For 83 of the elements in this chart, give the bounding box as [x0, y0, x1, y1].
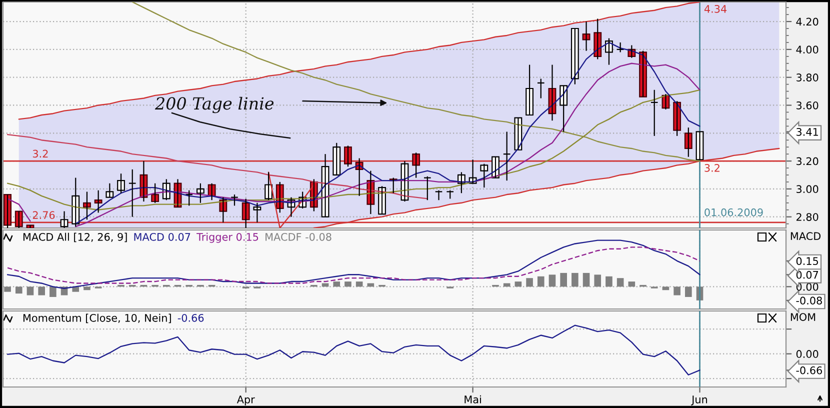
candlestick: [616, 42, 624, 53]
line-series: [6, 324, 700, 376]
bar: [616, 278, 624, 287]
y-tick-label: 0.15: [796, 257, 818, 266]
bar: [15, 286, 22, 294]
line-series: [132, 2, 700, 162]
y-axis-title: MACD: [790, 232, 821, 240]
y-tick-label: 3.20: [796, 157, 818, 166]
line-series: [6, 89, 700, 210]
text: Trigger 0.15: [196, 232, 258, 243]
candlestick: [412, 152, 420, 178]
candlestick: [344, 145, 352, 168]
bar: [594, 274, 602, 287]
y-tick-label: 3.41: [796, 128, 818, 136]
bar: [662, 286, 670, 290]
bar: [322, 283, 329, 287]
bar: [526, 278, 533, 287]
candlestick: [684, 127, 692, 158]
ref-line-label: 2.76: [32, 211, 55, 220]
candlestick: [696, 131, 704, 160]
text: MACDF -0.08: [266, 232, 332, 241]
candlestick: [117, 173, 125, 194]
bar: [333, 282, 340, 287]
candlestick: [128, 168, 136, 218]
bar: [344, 282, 352, 287]
bar: [674, 286, 680, 296]
annotation: 200 Tage linie: [154, 96, 274, 114]
ref-line-label: 01.06.2009: [704, 208, 763, 216]
bar: [4, 286, 11, 292]
candlestick: [14, 210, 23, 228]
series-label: -0.66: [178, 314, 204, 322]
bar: [572, 272, 578, 287]
candlestick: [423, 176, 432, 201]
candlestick: [502, 131, 511, 182]
bar: [582, 272, 590, 287]
line-series: [18, 2, 700, 120]
candlestick: [94, 190, 102, 214]
y-tick-label: 4.20: [796, 18, 818, 26]
candlestick: [536, 78, 545, 99]
y-tick-label: -0.08: [796, 296, 822, 305]
candlestick: [106, 182, 114, 198]
annotation: 4.34: [704, 4, 727, 13]
y-tick-label: 2.80: [796, 213, 818, 221]
candlestick: [480, 163, 488, 188]
bar: [514, 282, 522, 287]
y-tick-label: 4.00: [796, 46, 818, 54]
x-tick-label: Mai: [464, 395, 481, 404]
line-series: [6, 134, 428, 200]
y-tick-label: 3.00: [796, 185, 818, 194]
bar: [367, 283, 374, 287]
candlestick: [650, 89, 658, 136]
candlestick: [185, 190, 194, 206]
chart-title: MACD All [12, 26, 9]: [23, 232, 127, 242]
bar: [50, 286, 56, 297]
bar: [548, 274, 556, 287]
annotation: 3.2: [704, 164, 720, 172]
candlestick: [492, 156, 500, 178]
y-tick-label: -0.66: [796, 366, 822, 374]
ref-line-label: 3.2: [32, 150, 48, 158]
bar: [38, 286, 45, 296]
y-axis-title: MOM: [790, 313, 816, 321]
bar: [537, 276, 544, 287]
bar: [560, 272, 567, 287]
bar: [84, 286, 90, 290]
x-tick-label: Jun: [691, 396, 708, 406]
chart-title: Momentum [Close, 10, Nein]: [23, 314, 171, 324]
text: MACD 0.07: [134, 232, 190, 241]
bar: [606, 276, 612, 287]
candlestick: [253, 202, 262, 223]
candlestick: [230, 194, 238, 206]
y-tick-label: 0.07: [796, 270, 818, 279]
y-tick-label: 3.60: [796, 101, 818, 110]
bar: [356, 282, 363, 287]
candlestick: [514, 117, 522, 150]
bar: [628, 282, 636, 287]
y-tick-label: 3.80: [796, 74, 818, 82]
bar: [685, 286, 692, 297]
line-series: [6, 246, 700, 284]
candlestick: [434, 190, 443, 201]
y-tick-label: 0.00: [796, 350, 818, 358]
bar: [503, 283, 510, 287]
bar: [26, 286, 34, 296]
x-tick-label: Apr: [236, 396, 255, 406]
